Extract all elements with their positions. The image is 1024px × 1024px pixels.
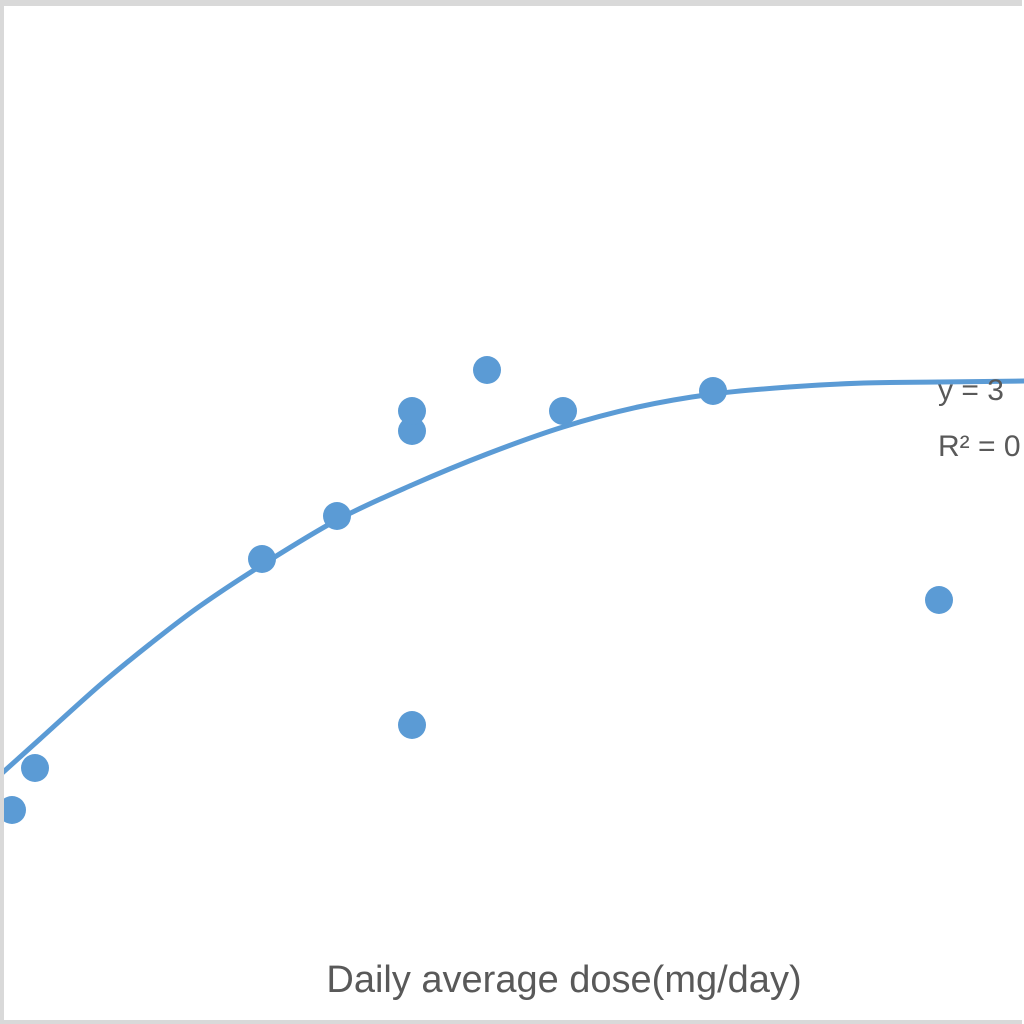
data-points [4, 356, 953, 824]
trendline-equation: y = 3 [938, 374, 1004, 407]
data-point [925, 586, 953, 614]
data-point [398, 417, 426, 445]
data-point [323, 502, 351, 530]
data-point [248, 545, 276, 573]
trendline [4, 378, 1024, 775]
data-point [473, 356, 501, 384]
plot-area: y = 3 R² = 0 [4, 356, 1024, 824]
trendline-r-squared: R² = 0 [938, 430, 1021, 463]
data-point [699, 377, 727, 405]
data-point [549, 397, 577, 425]
data-point [4, 796, 26, 824]
data-point [398, 397, 426, 425]
data-point [398, 711, 426, 739]
x-axis-title: Daily average dose(mg/day) [326, 959, 801, 1001]
data-point [21, 754, 49, 782]
